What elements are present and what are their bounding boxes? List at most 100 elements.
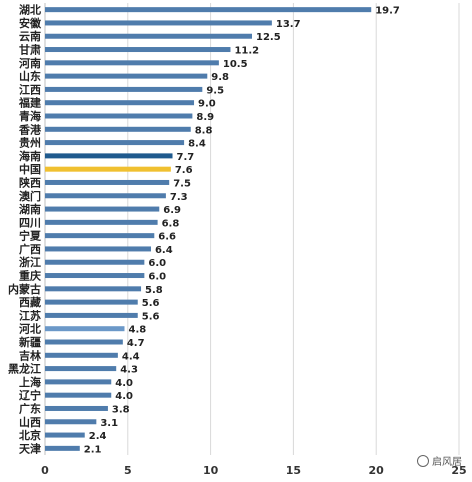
- bar: [45, 153, 173, 159]
- bar: [45, 246, 151, 252]
- bar: [45, 366, 117, 372]
- x-tick-label: 25: [451, 464, 466, 477]
- value-label: 7.7: [177, 152, 195, 163]
- value-label: 6.6: [158, 232, 176, 243]
- category-label: 甘肃: [19, 43, 41, 57]
- value-label: 3.8: [112, 404, 130, 415]
- wechat-icon: [417, 454, 429, 467]
- category-label: 湖南: [19, 202, 41, 216]
- category-label: 山东: [19, 69, 41, 83]
- value-label: 10.5: [223, 59, 248, 70]
- value-label: 2.4: [89, 431, 107, 442]
- category-label: 安徽: [19, 16, 42, 30]
- value-label: 5.6: [142, 311, 160, 322]
- bar: [45, 126, 191, 132]
- bar: [45, 445, 80, 451]
- x-tick-label: 10: [203, 464, 219, 477]
- category-label: 新疆: [19, 335, 41, 349]
- bar: [45, 20, 272, 26]
- category-label: 重庆: [19, 269, 41, 283]
- value-label: 4.0: [115, 391, 133, 402]
- bar: [45, 432, 85, 438]
- value-label: 3.1: [100, 418, 118, 429]
- bar: [45, 286, 142, 292]
- x-tick-label: 0: [41, 464, 49, 477]
- bar: [45, 405, 108, 411]
- category-label: 湖北: [19, 3, 41, 17]
- value-label: 6.9: [163, 205, 181, 216]
- value-label: 5.8: [145, 285, 163, 296]
- bar: [45, 140, 185, 146]
- bar: [45, 392, 112, 398]
- value-label: 4.0: [115, 378, 133, 389]
- x-tick-label: 15: [286, 464, 301, 477]
- x-tick-label: 20: [369, 464, 385, 477]
- value-label: 6.0: [148, 258, 166, 269]
- bar: [45, 166, 171, 172]
- bar: [45, 206, 160, 212]
- value-label: 8.9: [196, 112, 214, 123]
- category-label: 江西: [19, 82, 41, 96]
- bar: [45, 233, 155, 239]
- category-label: 青海: [19, 109, 41, 123]
- category-label: 澳门: [19, 189, 41, 203]
- value-label: 11.2: [234, 46, 259, 57]
- bar: [45, 419, 97, 425]
- category-label: 山西: [19, 415, 41, 429]
- value-label: 8.4: [188, 139, 206, 150]
- category-label: 北京: [19, 428, 41, 442]
- bar: [45, 60, 219, 66]
- watermark: 启风居: [417, 453, 462, 468]
- value-label: 9.8: [211, 72, 229, 83]
- value-label: 6.8: [162, 218, 180, 229]
- bar: [45, 193, 166, 199]
- bar: [45, 86, 203, 92]
- value-label: 9.5: [206, 85, 224, 96]
- bar: [45, 73, 208, 79]
- bar: [45, 7, 372, 13]
- category-label: 天津: [19, 441, 41, 455]
- bar: [45, 273, 145, 279]
- value-labels: 19.7 13.7 12.5 11.2 10.5 9.8 9.5 9.0 8.9 8.8 8.4 7.…: [84, 6, 400, 456]
- x-axis-ticks: 0 5 10 15 20 25: [41, 464, 466, 477]
- category-label: 四川: [19, 216, 41, 229]
- category-label: 海南: [19, 149, 41, 163]
- bar: [45, 339, 123, 345]
- category-label: 宁夏: [19, 229, 42, 243]
- bar: [45, 312, 138, 318]
- grid-lines: [44, 3, 460, 455]
- category-label: 贵州: [19, 136, 41, 150]
- bar: [45, 33, 252, 39]
- category-label: 中国: [19, 162, 41, 176]
- value-label: 5.6: [142, 298, 160, 309]
- category-label: 江苏: [19, 308, 41, 322]
- category-label: 浙江: [19, 255, 41, 269]
- bar: [45, 219, 158, 225]
- bar: [45, 379, 112, 385]
- bar: [45, 179, 170, 185]
- bar: [45, 352, 118, 358]
- category-label: 河南: [19, 56, 41, 70]
- category-label: 西藏: [19, 295, 41, 309]
- bar: [45, 326, 125, 332]
- category-label: 辽宁: [19, 388, 41, 402]
- bar: [45, 299, 138, 305]
- value-label: 12.5: [256, 32, 281, 43]
- category-label: 吉林: [19, 348, 41, 362]
- value-label: 7.5: [173, 178, 191, 189]
- category-label: 香港: [18, 122, 42, 136]
- value-label: 7.3: [170, 192, 188, 203]
- category-label: 福建: [18, 96, 42, 110]
- bars: [45, 7, 372, 451]
- category-label: 上海: [19, 375, 41, 389]
- value-label: 8.8: [195, 125, 213, 136]
- value-label: 6.4: [155, 245, 173, 256]
- value-label: 2.1: [84, 444, 102, 455]
- category-label: 黑龙江: [8, 362, 41, 376]
- category-label: 广西: [19, 242, 41, 256]
- value-label: 9.0: [198, 99, 216, 110]
- watermark-text: 启风居: [432, 457, 462, 468]
- bar: [45, 47, 231, 53]
- x-tick-label: 5: [124, 464, 132, 477]
